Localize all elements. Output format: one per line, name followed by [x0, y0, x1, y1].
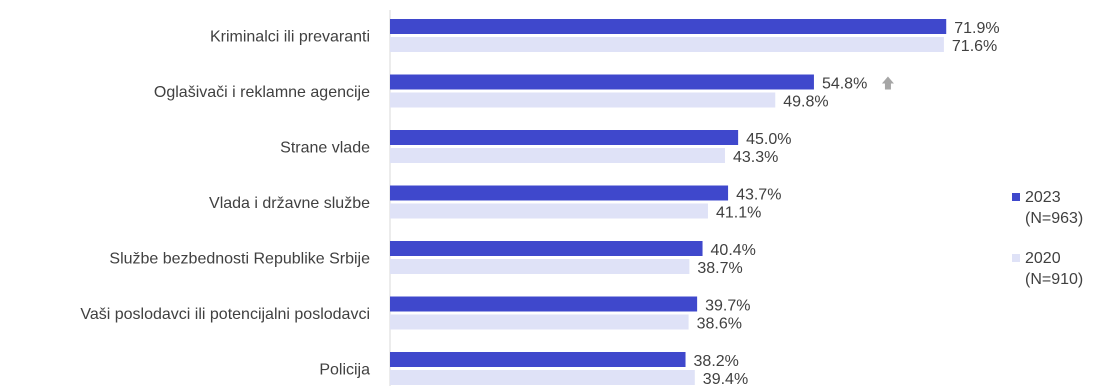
bar-series1	[390, 74, 814, 90]
bar-series2	[390, 259, 690, 274]
data-label: 71.6%	[952, 38, 997, 55]
data-label: 39.4%	[703, 371, 748, 388]
data-label: 43.7%	[736, 187, 781, 204]
bar-series2	[390, 314, 689, 330]
data-label: 38.2%	[694, 353, 739, 370]
bar-series1	[390, 241, 703, 256]
legend-swatch	[1012, 254, 1020, 262]
data-label: 38.6%	[697, 316, 742, 333]
data-label: 45.0%	[746, 131, 791, 148]
bar-series2	[390, 37, 944, 52]
data-label: 38.7%	[697, 260, 742, 277]
bar-series1	[390, 296, 698, 312]
data-label: 40.4%	[711, 242, 756, 259]
category-label: Kriminalci ili prevaranti	[210, 29, 370, 46]
legend-label: 2020	[1025, 250, 1061, 267]
category-label: Oglašivači i reklamne agencije	[154, 84, 370, 101]
bar-series2	[390, 203, 708, 219]
bar-series1	[390, 185, 729, 201]
legend-label: (N=963)	[1025, 210, 1083, 227]
bar-series1	[390, 352, 686, 367]
data-label: 39.7%	[705, 298, 750, 315]
data-label: 49.8%	[783, 94, 828, 111]
category-label: Strane vlade	[280, 140, 370, 157]
legend-label: (N=910)	[1025, 271, 1083, 288]
data-label: 71.9%	[954, 20, 999, 37]
bar-series2	[390, 92, 776, 108]
data-label: 41.1%	[716, 205, 761, 222]
bar-series2	[390, 370, 695, 385]
data-label: 54.8%	[822, 76, 867, 93]
category-label: Policija	[319, 362, 370, 379]
bar-series1	[390, 130, 739, 145]
legend-label: 2023	[1025, 189, 1061, 206]
legend-swatch	[1012, 193, 1020, 201]
category-label: Službe bezbednosti Republike Srbije	[109, 251, 370, 268]
category-label: Vaši poslodavci ili potencijalni posloda…	[80, 306, 370, 323]
category-label: Vlada i državne službe	[209, 195, 370, 212]
data-label: 43.3%	[733, 149, 778, 166]
bar-series2	[390, 148, 725, 163]
bar-series1	[390, 19, 947, 34]
up-arrow-icon	[881, 76, 894, 90]
